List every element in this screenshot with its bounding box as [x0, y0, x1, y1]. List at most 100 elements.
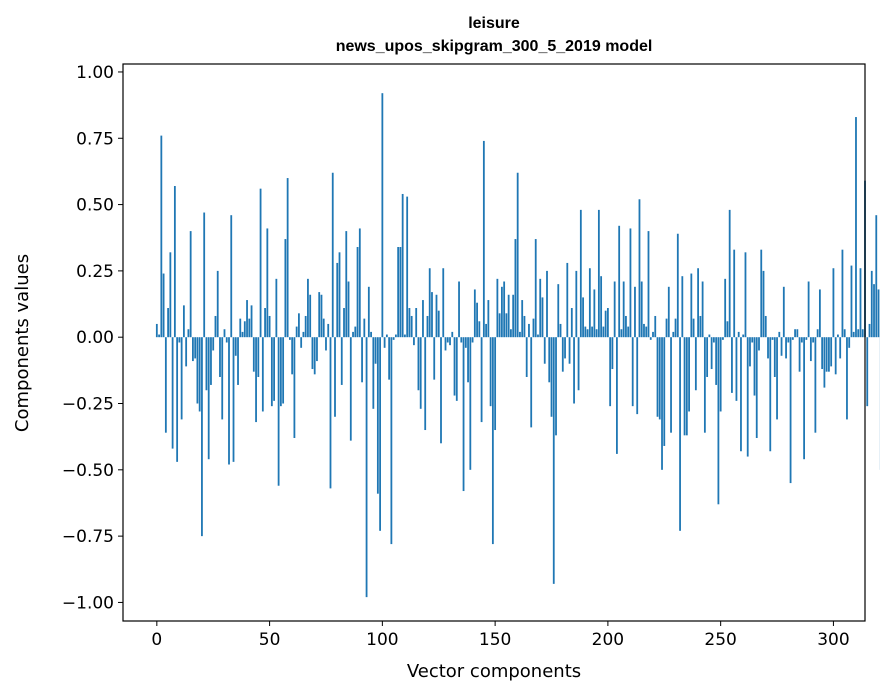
- bar: [746, 337, 749, 457]
- bar: [789, 337, 792, 484]
- bar: [690, 273, 693, 338]
- bar: [552, 337, 555, 584]
- bar: [636, 337, 639, 415]
- bar: [776, 337, 778, 420]
- bar: [451, 331, 454, 338]
- bar: [796, 329, 799, 338]
- bar: [685, 337, 688, 436]
- bar: [313, 337, 316, 375]
- bar: [523, 315, 526, 338]
- bar: [507, 294, 510, 338]
- y-axis-label: Components values: [12, 254, 33, 432]
- bar: [194, 337, 197, 359]
- bar: [307, 278, 309, 338]
- bar: [155, 323, 158, 338]
- bar: [852, 331, 855, 338]
- bar: [214, 315, 217, 338]
- bar: [399, 247, 402, 338]
- bar: [570, 308, 573, 338]
- bar: [661, 337, 663, 470]
- bar: [645, 326, 648, 338]
- bar: [437, 310, 440, 338]
- y-tick-label: 0.50: [76, 196, 114, 216]
- bar: [710, 337, 713, 370]
- bar: [548, 337, 551, 383]
- bar: [837, 334, 839, 338]
- bar: [631, 337, 634, 407]
- y-tick-label: −1.00: [62, 593, 114, 613]
- bar: [834, 337, 837, 375]
- bar: [873, 284, 875, 338]
- bar: [712, 337, 715, 343]
- y-axis: 1.00 0.75 0.50 0.25 0.00 −0.25 −0.50 −0.75 −1.00: [62, 63, 123, 613]
- bar: [473, 289, 476, 338]
- x-tick-label: 300: [817, 630, 849, 650]
- bar: [435, 294, 438, 338]
- bar: [372, 337, 375, 409]
- bar: [701, 281, 704, 338]
- bar: [460, 337, 463, 343]
- bar: [390, 337, 393, 545]
- bar: [512, 294, 515, 338]
- bar: [480, 337, 483, 423]
- bar: [555, 337, 557, 436]
- bar: [625, 315, 627, 338]
- bar: [266, 228, 269, 338]
- bar: [652, 331, 654, 338]
- bar: [510, 329, 512, 338]
- bar: [178, 337, 181, 343]
- bar: [349, 337, 352, 441]
- bar: [408, 308, 411, 338]
- bar: [670, 337, 672, 433]
- bar: [241, 331, 244, 338]
- bar: [417, 337, 420, 391]
- bar: [388, 337, 391, 380]
- bar: [295, 326, 298, 338]
- bar: [514, 239, 517, 338]
- bar: [627, 326, 630, 338]
- bar: [742, 334, 745, 338]
- bar: [176, 337, 179, 462]
- bar: [261, 337, 264, 412]
- bar: [676, 233, 679, 338]
- bar: [255, 337, 257, 423]
- bar: [487, 300, 490, 338]
- bar: [559, 323, 562, 338]
- x-axis-label: Vector components: [407, 661, 581, 682]
- bar: [613, 281, 616, 338]
- bar: [167, 308, 169, 338]
- bar: [656, 337, 659, 417]
- bar: [850, 265, 853, 338]
- bar: [210, 337, 212, 385]
- bar: [246, 300, 248, 338]
- bar: [586, 329, 589, 338]
- bar: [620, 329, 623, 338]
- bar: [733, 249, 736, 338]
- bar: [442, 268, 445, 338]
- bar: [275, 278, 278, 338]
- bar: [602, 326, 605, 338]
- bar: [320, 294, 323, 338]
- bar: [782, 286, 785, 338]
- bar: [162, 273, 165, 338]
- bar: [361, 337, 363, 383]
- bar: [577, 337, 580, 391]
- bar: [505, 313, 508, 338]
- bar: [769, 337, 772, 452]
- bar: [503, 281, 506, 338]
- bar: [394, 334, 397, 338]
- bar: [749, 337, 751, 367]
- y-tick-label: 0.00: [76, 328, 114, 348]
- bar: [582, 297, 584, 338]
- bar: [753, 337, 756, 396]
- bar: [171, 337, 174, 449]
- bar: [719, 337, 722, 412]
- bar: [379, 337, 381, 531]
- bar: [875, 215, 878, 338]
- bar: [397, 247, 400, 338]
- bar: [708, 334, 711, 338]
- bar: [485, 323, 487, 338]
- bar: [419, 337, 422, 409]
- bar: [622, 281, 625, 338]
- bar: [764, 315, 767, 338]
